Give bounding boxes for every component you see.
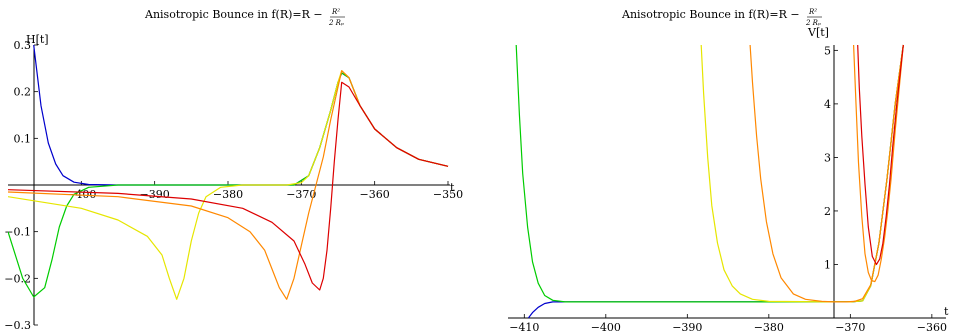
chart-v-series-line xyxy=(515,44,904,303)
chart-v-series-line xyxy=(749,44,904,303)
chart-v-x-tick-label: −370 xyxy=(835,321,865,333)
chart-v-x-tick-label: −400 xyxy=(591,321,621,333)
chart-v-title-denominator: 2 Rₚ xyxy=(805,19,821,27)
chart-v-y-tick-label: 1 xyxy=(824,258,831,271)
chart-v-title-numerator: R² xyxy=(808,8,817,16)
chart-h: Anisotropic Bounce in f(R)=R − R² 2 Rₚ H… xyxy=(4,8,463,332)
chart-v-series-line xyxy=(700,44,904,303)
chart-v-y-tick-label: 4 xyxy=(824,98,831,111)
chart-h-y-tick-label: −0.3 xyxy=(4,319,31,332)
chart-v-x-tick-label: −360 xyxy=(917,321,947,333)
chart-h-x-tick-label: −390 xyxy=(140,188,170,201)
chart-h-y-label: H[t] xyxy=(26,33,49,46)
chart-h-y-tick-label: 0.2 xyxy=(14,86,32,99)
chart-v-series-line xyxy=(853,44,904,283)
chart-v-series-line xyxy=(527,44,904,319)
chart-v-y-tick-label: 3 xyxy=(824,151,831,164)
chart-v: Anisotropic Bounce in f(R)=R − R² 2 Rₚ V… xyxy=(508,8,949,333)
chart-h-y-tick-label: 0.1 xyxy=(14,132,32,145)
chart-h-x-label: t xyxy=(450,181,455,194)
chart-v-x-tick-label: −390 xyxy=(672,321,702,333)
chart-h-y-tick-label: −0.2 xyxy=(4,272,31,285)
chart-v-x-label: t xyxy=(944,305,949,318)
chart-h-series-line xyxy=(33,44,449,186)
chart-v-x-tick-label: −410 xyxy=(509,321,539,333)
chart-v-y-tick-label: 5 xyxy=(824,44,831,57)
chart-v-y-label: V[t] xyxy=(807,26,829,39)
chart-h-series-line xyxy=(8,81,449,291)
chart-h-title: Anisotropic Bounce in f(R)=R − xyxy=(144,8,323,21)
chart-v-title: Anisotropic Bounce in f(R)=R − xyxy=(621,8,800,21)
chart-v-series-line xyxy=(857,44,904,266)
chart-h-x-tick-label: −380 xyxy=(213,188,243,201)
chart-h-x-tick-label: −400 xyxy=(66,188,96,201)
chart-v-x-tick-label: −380 xyxy=(754,321,784,333)
chart-h-x-tick-label: −370 xyxy=(286,188,316,201)
chart-h-x-tick-label: −350 xyxy=(433,188,463,201)
chart-h-y-tick-label: 0.3 xyxy=(14,39,32,52)
chart-v-y-tick-label: 2 xyxy=(824,205,831,218)
chart-h-title-denominator: 2 Rₚ xyxy=(328,19,344,27)
chart-h-title-numerator: R² xyxy=(331,8,340,16)
chart-h-x-tick-label: −360 xyxy=(360,188,390,201)
chart-h-y-tick-label: −0.1 xyxy=(4,226,31,239)
